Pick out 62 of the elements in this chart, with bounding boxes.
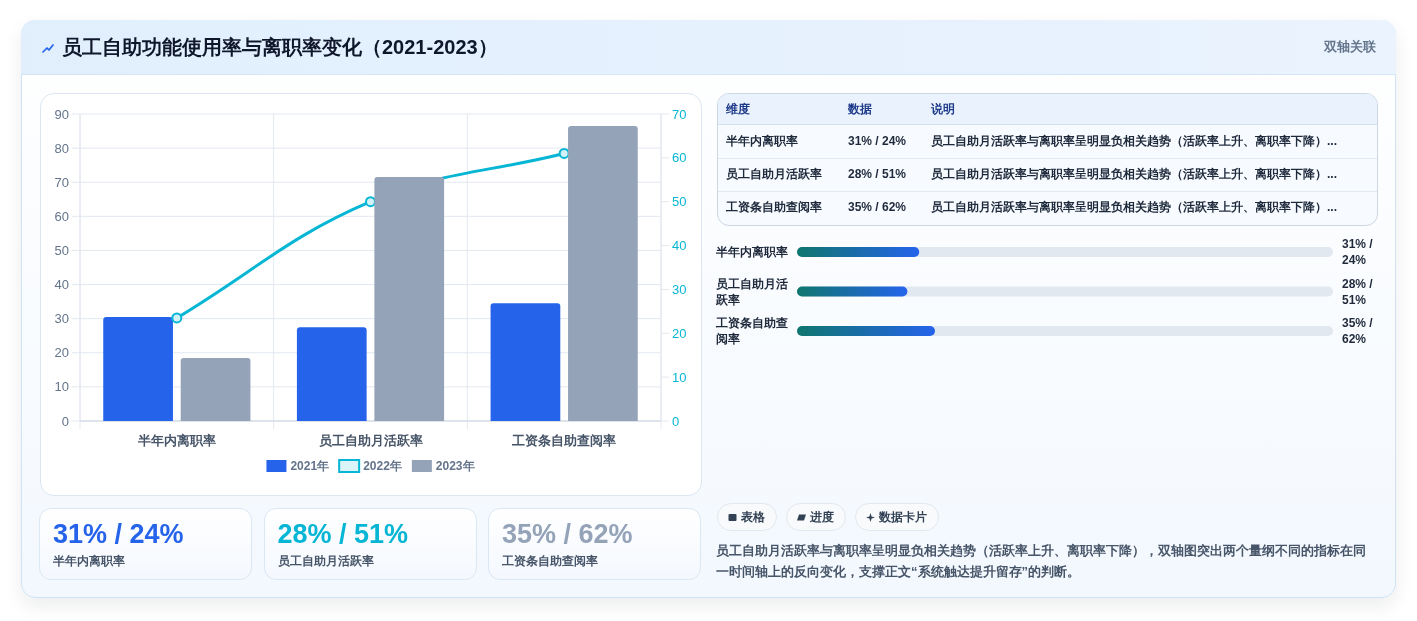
text: 员工自助月活跃率与离职率呈明显负相关趋势（活跃率上升、离职率下降）... bbox=[931, 166, 1338, 183]
y-tick-label: 70 bbox=[54, 174, 69, 190]
y-tick-label: 半年内离职率 bbox=[716, 244, 788, 260]
y-tick-label: 员工自助月活跃率 bbox=[716, 275, 789, 308]
y2-tick-label: 0 bbox=[672, 413, 680, 429]
y-tick-label: 10 bbox=[54, 379, 69, 395]
tag-chip: 表格 bbox=[717, 503, 777, 531]
x-tick-label: 半年内离职率 bbox=[136, 432, 216, 448]
data-label: 35% / 62% bbox=[1342, 315, 1374, 347]
point bbox=[558, 147, 570, 159]
y-tick-label: 50 bbox=[54, 242, 69, 258]
text: 31% / 24% bbox=[53, 518, 184, 551]
text: 31% / 24% bbox=[848, 133, 907, 150]
text: 28% / 51% bbox=[848, 166, 907, 183]
y-tick-label: 80 bbox=[54, 140, 69, 156]
y2-tick-label: 50 bbox=[672, 194, 687, 210]
y2-tick-label: 70 bbox=[672, 106, 687, 122]
text: 员工自助月活跃率与离职率呈明显负相关趋势（活跃率上升、离职率下降）... bbox=[931, 133, 1338, 150]
bar bbox=[296, 327, 367, 421]
tag-chip: 数据卡片 bbox=[855, 503, 939, 531]
tag-chip: 进度 bbox=[786, 503, 846, 531]
text: 28% / 51% bbox=[277, 518, 409, 551]
category-label: 进度 bbox=[810, 508, 834, 526]
category-label: 工资条自助查阅率 bbox=[502, 553, 598, 569]
text: 员工自助月活跃率与离职率呈明显负相关趋势（活跃率上升、离职率下降）... bbox=[931, 199, 1338, 216]
category-label: 说明 bbox=[931, 101, 955, 118]
x-tick-label: 工资条自助查阅率 bbox=[511, 432, 617, 448]
category-label: 表格 bbox=[741, 508, 765, 526]
bar bbox=[374, 177, 445, 421]
y-tick-label: 90 bbox=[54, 106, 69, 122]
bar bbox=[568, 125, 638, 421]
category-label: 数据卡片 bbox=[879, 508, 927, 526]
category-label: 数据 bbox=[848, 101, 872, 118]
bar bbox=[490, 303, 561, 421]
y2-tick-label: 40 bbox=[672, 238, 687, 254]
y2-tick-label: 60 bbox=[672, 150, 687, 166]
y-tick-label: 40 bbox=[54, 277, 69, 293]
category-label: 员工自助月活跃率 bbox=[277, 553, 374, 569]
y-tick-label: 工资条自助查阅率 bbox=[716, 315, 789, 347]
data-label: 28% / 51% bbox=[1342, 275, 1374, 308]
legend-label: 2023年 bbox=[435, 459, 475, 473]
data-label: 31% / 24% bbox=[1342, 236, 1374, 268]
x-tick-label: 员工自助月活跃率 bbox=[318, 432, 423, 448]
point bbox=[171, 312, 183, 324]
legend-label: 2021年 bbox=[290, 459, 330, 473]
y2-tick-label: 10 bbox=[672, 369, 687, 385]
bar bbox=[103, 316, 173, 421]
text: 35% / 62% bbox=[502, 518, 633, 551]
text: 员工自助功能使用率与离职率变化（2021-2023） bbox=[62, 35, 498, 60]
text: 双轴关联 bbox=[1324, 39, 1376, 56]
bar bbox=[180, 357, 251, 421]
text: 员工自助月活跃率与离职率呈明显负相关趋势（活跃率上升、离职率下降），双轴图突出两个量纲不同的指标在同一时间轴上的反向变化，支撑正文“系统触达提升留存”的判断。 bbox=[716, 542, 1367, 581]
y-tick-label: 20 bbox=[54, 345, 69, 361]
point bbox=[365, 196, 376, 208]
y-tick-label: 0 bbox=[61, 413, 69, 429]
y-tick-label: 30 bbox=[54, 311, 69, 327]
legend-label: 2022年 bbox=[363, 459, 402, 473]
y-tick-label: 60 bbox=[54, 208, 69, 224]
category-label: 维度 bbox=[726, 101, 750, 118]
y2-tick-label: 30 bbox=[672, 281, 687, 297]
y2-tick-label: 20 bbox=[672, 325, 687, 341]
text: 35% / 62% bbox=[848, 199, 907, 216]
